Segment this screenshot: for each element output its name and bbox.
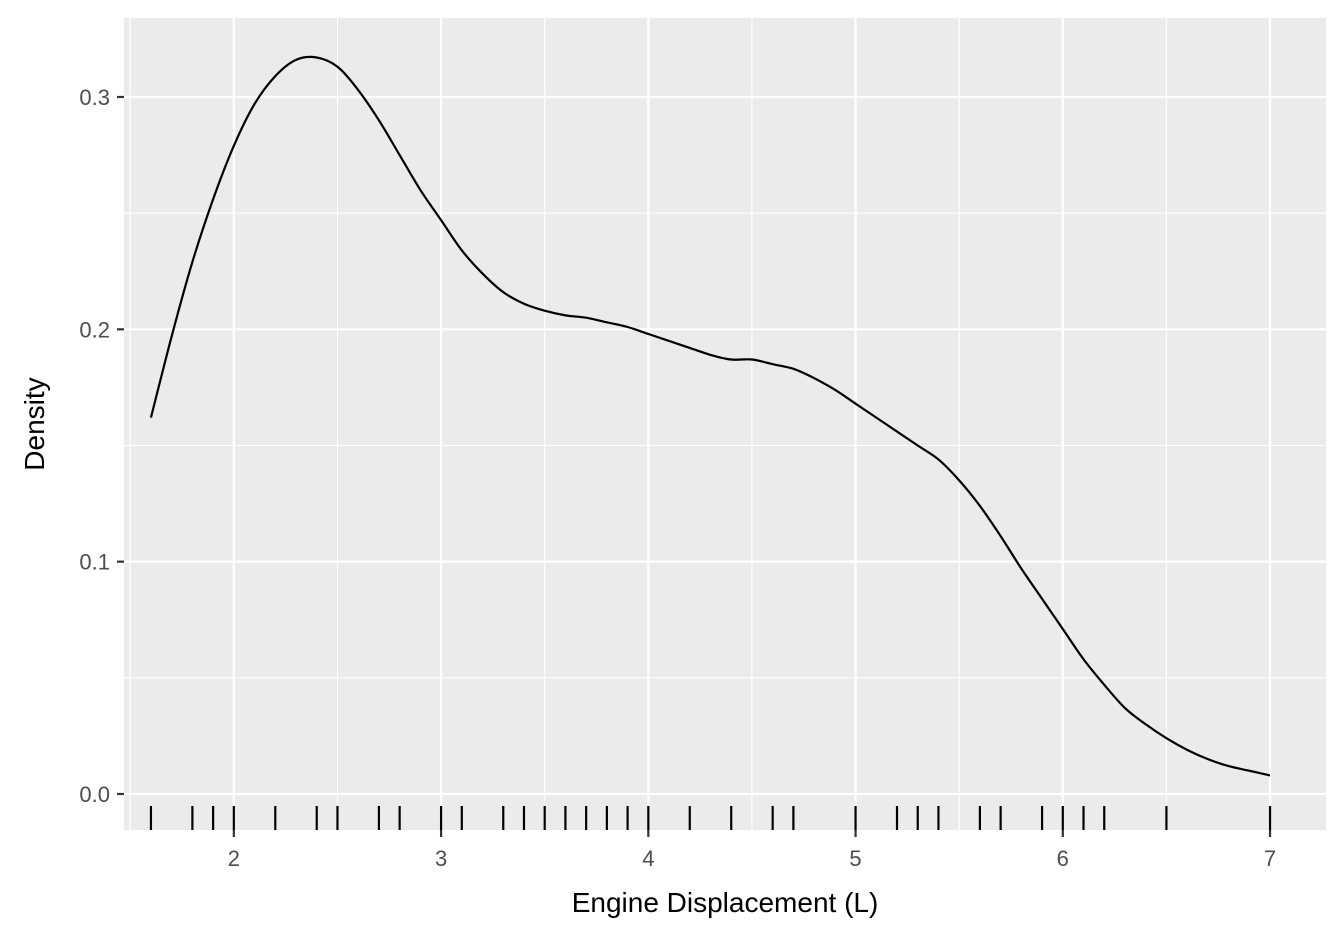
x-tick-label: 5 — [849, 846, 861, 871]
y-axis-title: Density — [19, 377, 50, 470]
minor-grid — [124, 18, 1326, 830]
x-tick-label: 6 — [1057, 846, 1069, 871]
major-grid — [124, 18, 1326, 830]
y-tick-label: 0.2 — [79, 317, 110, 342]
y-axis: 0.0 0.1 0.2 0.3 — [79, 85, 124, 807]
rug-marks — [149, 806, 1272, 830]
plot-panel — [124, 18, 1326, 830]
y-tick-label: 0.1 — [79, 550, 110, 575]
x-axis-title: Engine Displacement (L) — [572, 887, 879, 918]
x-tick-label: 7 — [1264, 846, 1276, 871]
x-tick-label: 2 — [228, 846, 240, 871]
x-axis: 2 3 4 5 6 7 — [228, 830, 1276, 871]
density-line — [149, 55, 1271, 777]
x-tick-label: 4 — [642, 846, 654, 871]
y-tick-label: 0.3 — [79, 85, 110, 110]
y-tick-label: 0.0 — [79, 782, 110, 807]
x-tick-label: 3 — [435, 846, 447, 871]
